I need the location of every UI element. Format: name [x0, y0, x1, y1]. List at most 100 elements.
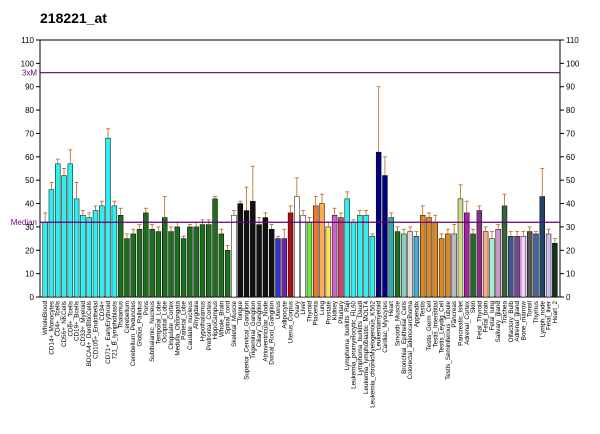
- bar: [526, 231, 533, 298]
- category-label: Appendix: [413, 300, 420, 327]
- category-label: 721_B_lymphoblasts: [111, 301, 118, 359]
- category-label: Prefrontal_Cortex: [206, 300, 213, 350]
- reference-lines: 3xM Median: [11, 69, 560, 227]
- category-label: Cingulate_Cortex: [168, 300, 175, 350]
- category-label: Uterus: [275, 301, 282, 320]
- category-label: Occipital_Lobe: [162, 301, 169, 343]
- bar: [438, 238, 445, 298]
- bar: [268, 229, 275, 298]
- category-label: Uterus_Corpus: [288, 301, 295, 343]
- category-label: Trachea: [502, 301, 509, 324]
- category-label: Lymph_node: [539, 301, 546, 338]
- bar: [338, 217, 344, 298]
- category-label: Skeletal_Muscle: [231, 301, 238, 347]
- bar: [275, 238, 281, 298]
- category-label: Leukemia_lymphoblastic_MOLT4: [363, 301, 370, 394]
- bar: [464, 212, 470, 298]
- category-label: Globus_Pallidus: [137, 301, 144, 347]
- y-tick-label-left: 110: [21, 36, 34, 45]
- bar: [256, 224, 262, 298]
- category-label: Fetal_lung: [489, 301, 496, 331]
- bar: [99, 205, 105, 298]
- category-labels: WholeBlood CD14+_Monocytes CD4+_Tcells CD56…: [42, 300, 559, 408]
- bar: [130, 233, 136, 298]
- bar: [105, 137, 111, 298]
- category-label: Fetal_liver: [546, 301, 553, 330]
- category-label: Bronchial_Epithelial_Cells: [401, 301, 408, 374]
- bar: [155, 231, 162, 298]
- category-label: Testis_Leydig_Cell: [439, 301, 446, 354]
- category-label: Fetal_brain: [483, 301, 490, 333]
- category-label: Kidney: [332, 300, 339, 320]
- bar: [482, 231, 489, 298]
- category-label: Prostate: [325, 301, 332, 325]
- category-label: CD34+: [99, 301, 106, 321]
- bar: [476, 210, 483, 298]
- bar: [489, 238, 495, 298]
- bar: [281, 238, 287, 298]
- y-tick-label-right: 20: [566, 246, 575, 255]
- y-tick-label-left: 60: [25, 153, 34, 162]
- chart-axes: [36, 39, 564, 298]
- y-tick-label-left: 30: [25, 223, 34, 232]
- category-label: CD71+_EarlyErythroid: [105, 301, 112, 364]
- y-tick-label-left: 50: [25, 176, 34, 185]
- category-label: Testis: [420, 301, 427, 317]
- category-label: Leukemia_chronicMyelogenous_K562: [369, 301, 376, 408]
- error-bars: [43, 86, 557, 251]
- bar: [388, 217, 394, 298]
- bar: [350, 221, 357, 298]
- bar: [300, 214, 306, 298]
- bar: [143, 212, 149, 298]
- category-label: Salivary_gland: [495, 301, 502, 343]
- bar: [92, 210, 99, 298]
- category-label: Thyroid: [306, 301, 313, 322]
- category-label: Smooth_Muscle: [395, 301, 402, 347]
- category-label: Thymus: [533, 301, 540, 323]
- bar: [375, 151, 382, 298]
- category-label: Colorectal_adenocarcinoma: [407, 301, 414, 380]
- category-label: Ovary: [294, 300, 301, 318]
- bar: [111, 205, 118, 298]
- y-tick-label-right: 80: [566, 106, 575, 115]
- bar: [331, 214, 338, 298]
- plot-frame: [39, 39, 561, 298]
- chart-title: 218221_at: [40, 10, 107, 26]
- category-label: Cardiac_Myocytes: [382, 301, 389, 353]
- category-label: Skin: [470, 301, 477, 314]
- category-label: Superior_Cervical_Ganglion: [244, 301, 251, 380]
- bar: [162, 217, 168, 298]
- y-tick-label-right: 100: [566, 59, 580, 68]
- bar: [212, 198, 218, 298]
- bar: [86, 217, 92, 298]
- category-label: Caudate_nucleus: [187, 301, 194, 350]
- bar: [55, 163, 61, 298]
- y-tick-label-left: 10: [25, 270, 34, 279]
- bar: [174, 226, 180, 298]
- y-tick-label-right: 70: [566, 129, 575, 138]
- category-label: Pons: [143, 301, 150, 315]
- bar: [124, 238, 130, 298]
- bar: [168, 231, 174, 298]
- bar: [313, 205, 319, 298]
- bar: [420, 214, 426, 298]
- category-label: Bone_marrow: [520, 301, 527, 341]
- category-label: Temporal_Lobe: [155, 301, 162, 345]
- y-tick-label-right: 10: [566, 270, 575, 279]
- category-label: Thalamus: [118, 301, 125, 329]
- category-label: Testis_Germ_Cell: [426, 301, 433, 351]
- category-label: Lung: [319, 301, 326, 316]
- bar: [545, 233, 552, 298]
- category-label: Liver: [300, 301, 307, 315]
- bar: [514, 236, 520, 298]
- bar: [180, 238, 187, 298]
- bar: [432, 221, 438, 298]
- bar-series: [42, 137, 558, 298]
- category-label: Leukemiamyeloid: [376, 301, 383, 350]
- bar: [262, 217, 269, 298]
- bar: [306, 221, 313, 298]
- bar: [445, 233, 451, 298]
- category-label: Trigeminal_Ganglion: [250, 301, 257, 359]
- bar: [457, 198, 464, 298]
- bar: [394, 231, 401, 298]
